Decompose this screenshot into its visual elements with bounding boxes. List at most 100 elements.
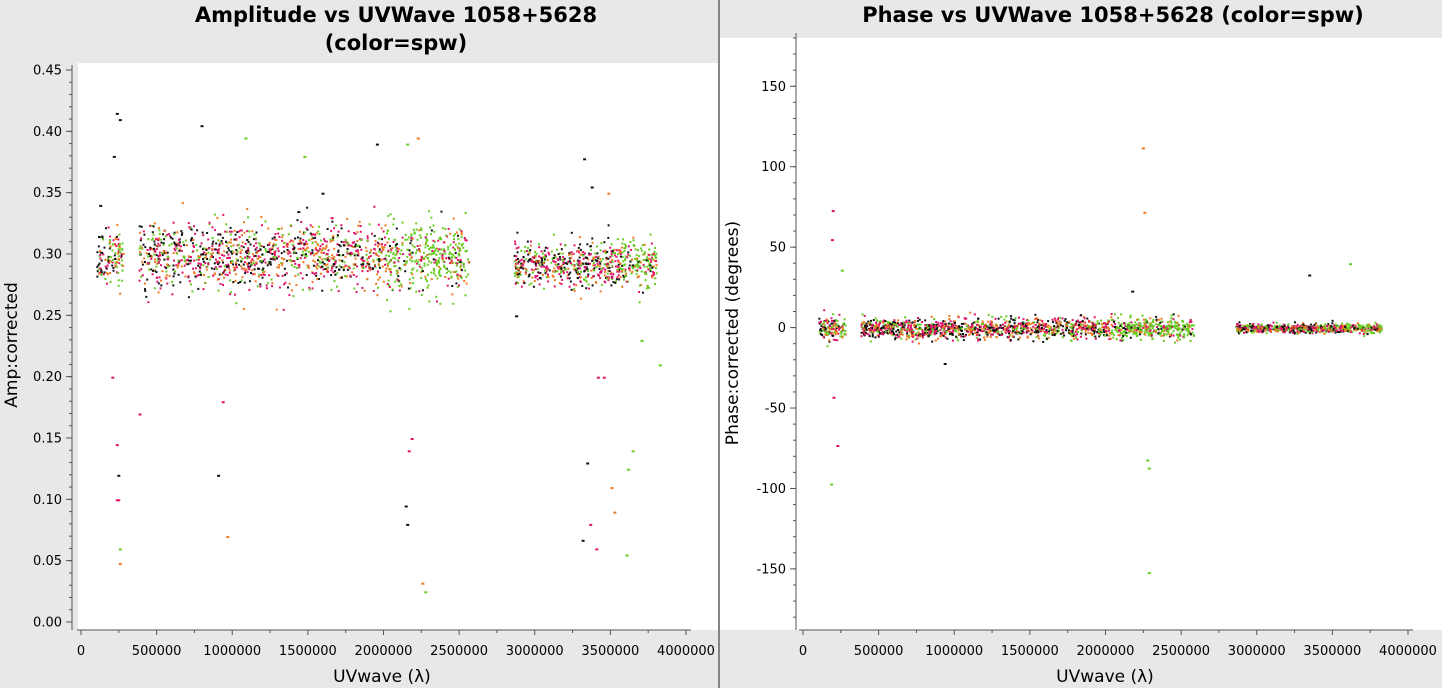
amplitude-cloud-point [513, 254, 516, 257]
phase-cloud-point [1187, 327, 1190, 330]
phase-cloud-point [1094, 326, 1097, 329]
phase-cloud-point [1147, 327, 1149, 329]
phase-cloud-point [1120, 339, 1123, 342]
phase-cloud-point [994, 317, 997, 320]
phase-cloud-point [928, 328, 931, 331]
amplitude-y-tick-label: 0.00 [33, 616, 62, 631]
amplitude-cloud-point [596, 260, 599, 262]
phase-cloud-point [1179, 338, 1182, 341]
phase-cloud-point [1133, 327, 1136, 330]
amplitude-cloud-point [180, 245, 183, 248]
amplitude-cloud-point [204, 281, 207, 284]
phase-cloud-point [1053, 325, 1055, 328]
amplitude-cloud-point [315, 246, 317, 249]
amplitude-cloud-point [615, 255, 618, 258]
phase-cloud-point [1380, 329, 1383, 332]
phase-cloud-point [1027, 329, 1030, 332]
phase-cloud-point [1321, 330, 1324, 333]
amplitude-cloud-point [534, 275, 537, 277]
phase-cloud-point [1030, 328, 1033, 331]
amplitude-cloud-point [143, 282, 146, 285]
amplitude-y-tick-label: 0.25 [33, 309, 62, 324]
phase-cloud-point [926, 325, 929, 328]
amplitude-cloud-point [516, 272, 519, 274]
amplitude-cloud-point [217, 239, 220, 242]
amplitude-cloud-point [241, 276, 244, 279]
amplitude-cloud-point [451, 261, 454, 264]
amplitude-cloud-point [118, 258, 120, 261]
amplitude-cloud-point [390, 271, 392, 274]
phase-cloud-point [1190, 333, 1193, 336]
phase-cloud-point [1103, 334, 1106, 337]
phase-cloud-point [1029, 333, 1032, 336]
amplitude-cloud-point [579, 280, 582, 283]
amplitude-cloud-point [115, 265, 118, 268]
phase-cloud-point [1093, 328, 1096, 331]
amplitude-cloud-point [276, 247, 279, 250]
phase-cloud-point [1350, 326, 1353, 329]
amplitude-cloud-point [420, 229, 423, 232]
amplitude-cloud-point [166, 251, 169, 254]
phase-cloud-point [1163, 329, 1166, 332]
amplitude-cloud-point [286, 249, 289, 251]
amplitude-cloud-point [188, 226, 191, 229]
amplitude-cloud-point [649, 233, 652, 236]
amplitude-cloud-point [248, 256, 251, 259]
amplitude-cloud-point [98, 272, 101, 275]
phase-cloud-point [977, 339, 980, 342]
phase-cloud-point [998, 326, 1001, 329]
amplitude-cloud-point [319, 245, 322, 248]
phase-cloud-point [1103, 322, 1106, 325]
amplitude-cloud-point [440, 210, 443, 213]
phase-cloud-point [1098, 328, 1101, 331]
phase-cloud-point [879, 332, 881, 335]
amplitude-cloud-point [577, 249, 580, 252]
amplitude-cloud-point [222, 261, 224, 264]
amplitude-cloud-point [395, 252, 398, 255]
amplitude-cloud-point [552, 260, 555, 263]
amplitude-cloud-point [566, 274, 569, 277]
phase-cloud-point [1090, 326, 1093, 329]
amplitude-cloud-point [148, 252, 151, 255]
amplitude-cloud-point [213, 262, 216, 265]
phase-cloud-point [1132, 330, 1135, 333]
amplitude-cloud-point [561, 278, 564, 281]
amplitude-cloud-point [566, 262, 569, 265]
phase-cloud-point [1334, 327, 1337, 330]
phase-cloud-point [976, 330, 979, 333]
amplitude-cloud-point [311, 281, 314, 284]
amplitude-cloud-point [621, 285, 624, 288]
amplitude-cloud-point [260, 259, 263, 262]
amplitude-cloud-point [628, 267, 631, 270]
amplitude-cloud-point [517, 260, 520, 263]
phase-cloud-point [1362, 327, 1365, 329]
amplitude-cloud-point [427, 256, 430, 259]
amplitude-cloud-point [443, 248, 445, 251]
amplitude-cloud-point [432, 244, 435, 247]
amplitude-cloud-point [214, 229, 217, 232]
amplitude-cloud-point [342, 241, 345, 244]
amplitude-cloud-point [262, 273, 265, 276]
amplitude-cloud-point [230, 238, 233, 241]
amplitude-cloud-point [611, 265, 614, 268]
amplitude-cloud-point [558, 252, 561, 255]
phase-cloud-point [1296, 327, 1299, 330]
amplitude-cloud-point [392, 223, 395, 226]
amplitude-cloud-point [459, 265, 462, 268]
amplitude-cloud-point [192, 239, 195, 241]
amplitude-cloud-point [547, 251, 550, 254]
phase-cloud-point [1303, 325, 1306, 328]
phase-cloud-point [924, 328, 927, 331]
amplitude-cloud-point [352, 267, 355, 270]
phase-y-tick-label: 50 [769, 241, 786, 256]
phase-cloud-point [1364, 327, 1367, 330]
phase-cloud-point [877, 335, 880, 338]
phase-cloud-point [1048, 332, 1051, 335]
phase-cloud-point [1154, 329, 1157, 332]
phase-cloud-point [977, 317, 979, 320]
phase-cloud-point [1033, 327, 1036, 330]
amplitude-cloud-point [547, 276, 550, 279]
phase-cloud-point [893, 323, 895, 326]
phase-cloud-point [1187, 332, 1190, 335]
phase-cloud-point [1186, 325, 1189, 327]
